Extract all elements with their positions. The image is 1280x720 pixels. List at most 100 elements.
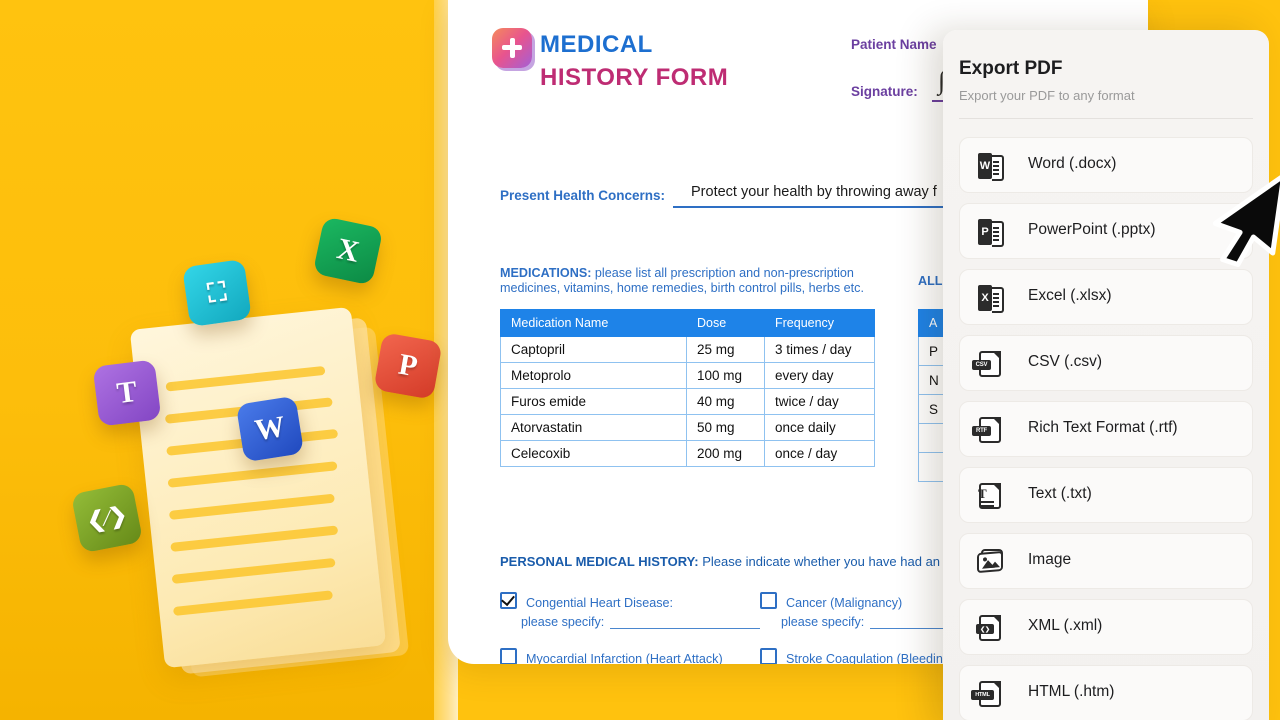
text-tile: T: [92, 359, 162, 427]
export-option-label: Excel (.xlsx): [1028, 287, 1112, 304]
table-row: Atorvastatin 50 mg once daily: [500, 414, 875, 441]
export-option-label: Image: [1028, 551, 1072, 568]
history-item-label: Cancer (Malignancy): [786, 596, 903, 610]
med-dose: 200 mg: [686, 440, 765, 467]
med-dose: 100 mg: [686, 362, 765, 389]
medications-table: Medication Name Dose Frequency Captopril…: [500, 309, 875, 467]
export-option-html[interactable]: HTML HTML (.htm): [959, 665, 1253, 720]
specify-underline[interactable]: [610, 616, 761, 629]
med-name: Furos emide: [500, 388, 687, 415]
export-option-csv[interactable]: CSV CSV (.csv): [959, 335, 1253, 391]
export-panel-divider: [959, 118, 1253, 119]
medical-cross-logo: [492, 28, 532, 68]
medications-table-header-row: Medication Name Dose Frequency: [500, 309, 875, 337]
history-item-stroke-coagulation[interactable]: Stroke Coagulation (Bleedin: [760, 648, 943, 664]
powerpoint-icon: P: [976, 217, 1006, 247]
export-panel-title: Export PDF: [959, 58, 1063, 79]
patient-name-label: Patient Name: [851, 37, 937, 52]
export-option-excel[interactable]: X Excel (.xlsx): [959, 269, 1253, 325]
history-item-label: Stroke Coagulation (Bleedin: [786, 652, 943, 664]
export-option-label: Word (.docx): [1028, 155, 1117, 172]
history-item-congenital-heart-disease[interactable]: Congential Heart Disease:: [500, 592, 673, 610]
checkbox-icon[interactable]: [760, 592, 777, 609]
history-item-label: Myocardial Infarction (Heart Attack): [526, 652, 723, 664]
word-tile: W: [235, 395, 305, 463]
personal-medical-history-bold: PERSONAL MEDICAL HISTORY:: [500, 554, 699, 569]
excel-tile-glyph: X: [334, 232, 363, 269]
personal-medical-history-heading: PERSONAL MEDICAL HISTORY: Please indicat…: [500, 554, 940, 569]
powerpoint-tile-glyph: P: [396, 347, 420, 384]
med-frequency: 3 times / day: [764, 336, 875, 363]
history-item-cancer[interactable]: Cancer (Malignancy): [760, 592, 902, 610]
medications-heading-bold: MEDICATIONS:: [500, 266, 592, 280]
code-tile: ❮∕❯: [70, 482, 144, 554]
export-option-label: HTML (.htm): [1028, 683, 1115, 700]
image-tile: ⛶: [182, 258, 252, 328]
paper-stack-illustration: [129, 304, 416, 690]
mouse-pointer: [1213, 173, 1280, 268]
history-item-label: Congential Heart Disease:: [526, 596, 674, 610]
table-row: Captopril 25 mg 3 times / day: [500, 336, 875, 363]
export-pdf-panel: Export PDF Export your PDF to any format…: [943, 30, 1269, 720]
export-option-xml[interactable]: ❮❯ XML (.xml): [959, 599, 1253, 655]
med-dose: 40 mg: [686, 388, 765, 415]
med-frequency: every day: [764, 362, 875, 389]
export-option-label: Rich Text Format (.rtf): [1028, 419, 1178, 436]
med-frequency: twice / day: [764, 388, 875, 415]
export-option-powerpoint[interactable]: P PowerPoint (.pptx): [959, 203, 1253, 259]
export-option-rtf[interactable]: RTF Rich Text Format (.rtf): [959, 401, 1253, 457]
table-row: Metoprolo 100 mg every day: [500, 362, 875, 389]
med-frequency: once / day: [764, 440, 875, 467]
export-option-image[interactable]: Image: [959, 533, 1253, 589]
present-health-concerns-label: Present Health Concerns:: [500, 188, 666, 203]
export-panel-subtitle: Export your PDF to any format: [959, 88, 1135, 103]
table-row: Furos emide 40 mg twice / day: [500, 388, 875, 415]
form-title-line2: HISTORY FORM: [540, 64, 729, 91]
word-tile-glyph: W: [252, 409, 288, 448]
medications-heading-rest: please list all prescription and non-pre…: [500, 266, 864, 295]
xml-icon: ❮❯: [976, 613, 1006, 643]
powerpoint-tile: P: [373, 332, 443, 400]
med-frequency: once daily: [764, 414, 875, 441]
medications-col-name: Medication Name: [500, 309, 687, 337]
checkbox-icon[interactable]: [500, 648, 517, 664]
personal-medical-history-rest: Please indicate whether you have had an: [698, 554, 941, 569]
export-option-label: XML (.xml): [1028, 617, 1103, 634]
form-title-line1: MEDICAL: [540, 31, 653, 58]
medications-heading: MEDICATIONS: please list all prescriptio…: [500, 266, 892, 296]
medications-col-dose: Dose: [686, 309, 765, 337]
paper-sheet-front: [129, 306, 387, 669]
med-name: Captopril: [500, 336, 687, 363]
medications-col-frequency: Frequency: [764, 309, 875, 337]
image-icon: [976, 547, 1006, 577]
checkbox-checked-icon[interactable]: [500, 592, 517, 609]
csv-icon: CSV: [972, 349, 1006, 379]
excel-tile: X: [312, 216, 384, 286]
med-name: Metoprolo: [500, 362, 687, 389]
signature-label: Signature:: [851, 84, 918, 99]
html-icon: HTML: [971, 679, 1006, 709]
image-tile-glyph: ⛶: [205, 276, 228, 308]
word-icon: W: [976, 151, 1006, 181]
export-option-label: Text (.txt): [1028, 485, 1092, 502]
excel-icon: X: [976, 283, 1006, 313]
export-option-label: CSV (.csv): [1028, 353, 1103, 370]
table-row: Celecoxib 200 mg once / day: [500, 440, 875, 467]
specify-field-congenital[interactable]: please specify:: [521, 615, 761, 629]
specify-label: please specify:: [521, 615, 605, 629]
signature-mark: ∫: [938, 66, 946, 95]
checkbox-icon[interactable]: [760, 648, 777, 664]
export-option-label: PowerPoint (.pptx): [1028, 221, 1156, 238]
export-option-text[interactable]: T Text (.txt): [959, 467, 1253, 523]
txt-icon: T: [976, 481, 1006, 511]
med-name: Atorvastatin: [500, 414, 687, 441]
present-health-concerns-underline: [673, 206, 1143, 208]
text-tile-glyph: T: [114, 374, 139, 411]
med-name: Celecoxib: [500, 440, 687, 467]
history-item-myocardial-infarction[interactable]: Myocardial Infarction (Heart Attack): [500, 648, 723, 664]
rtf-icon: RTF: [972, 415, 1006, 445]
export-option-word[interactable]: W Word (.docx): [959, 137, 1253, 193]
present-health-concerns-value: Protect your health by throwing away f: [691, 184, 937, 200]
med-dose: 25 mg: [686, 336, 765, 363]
